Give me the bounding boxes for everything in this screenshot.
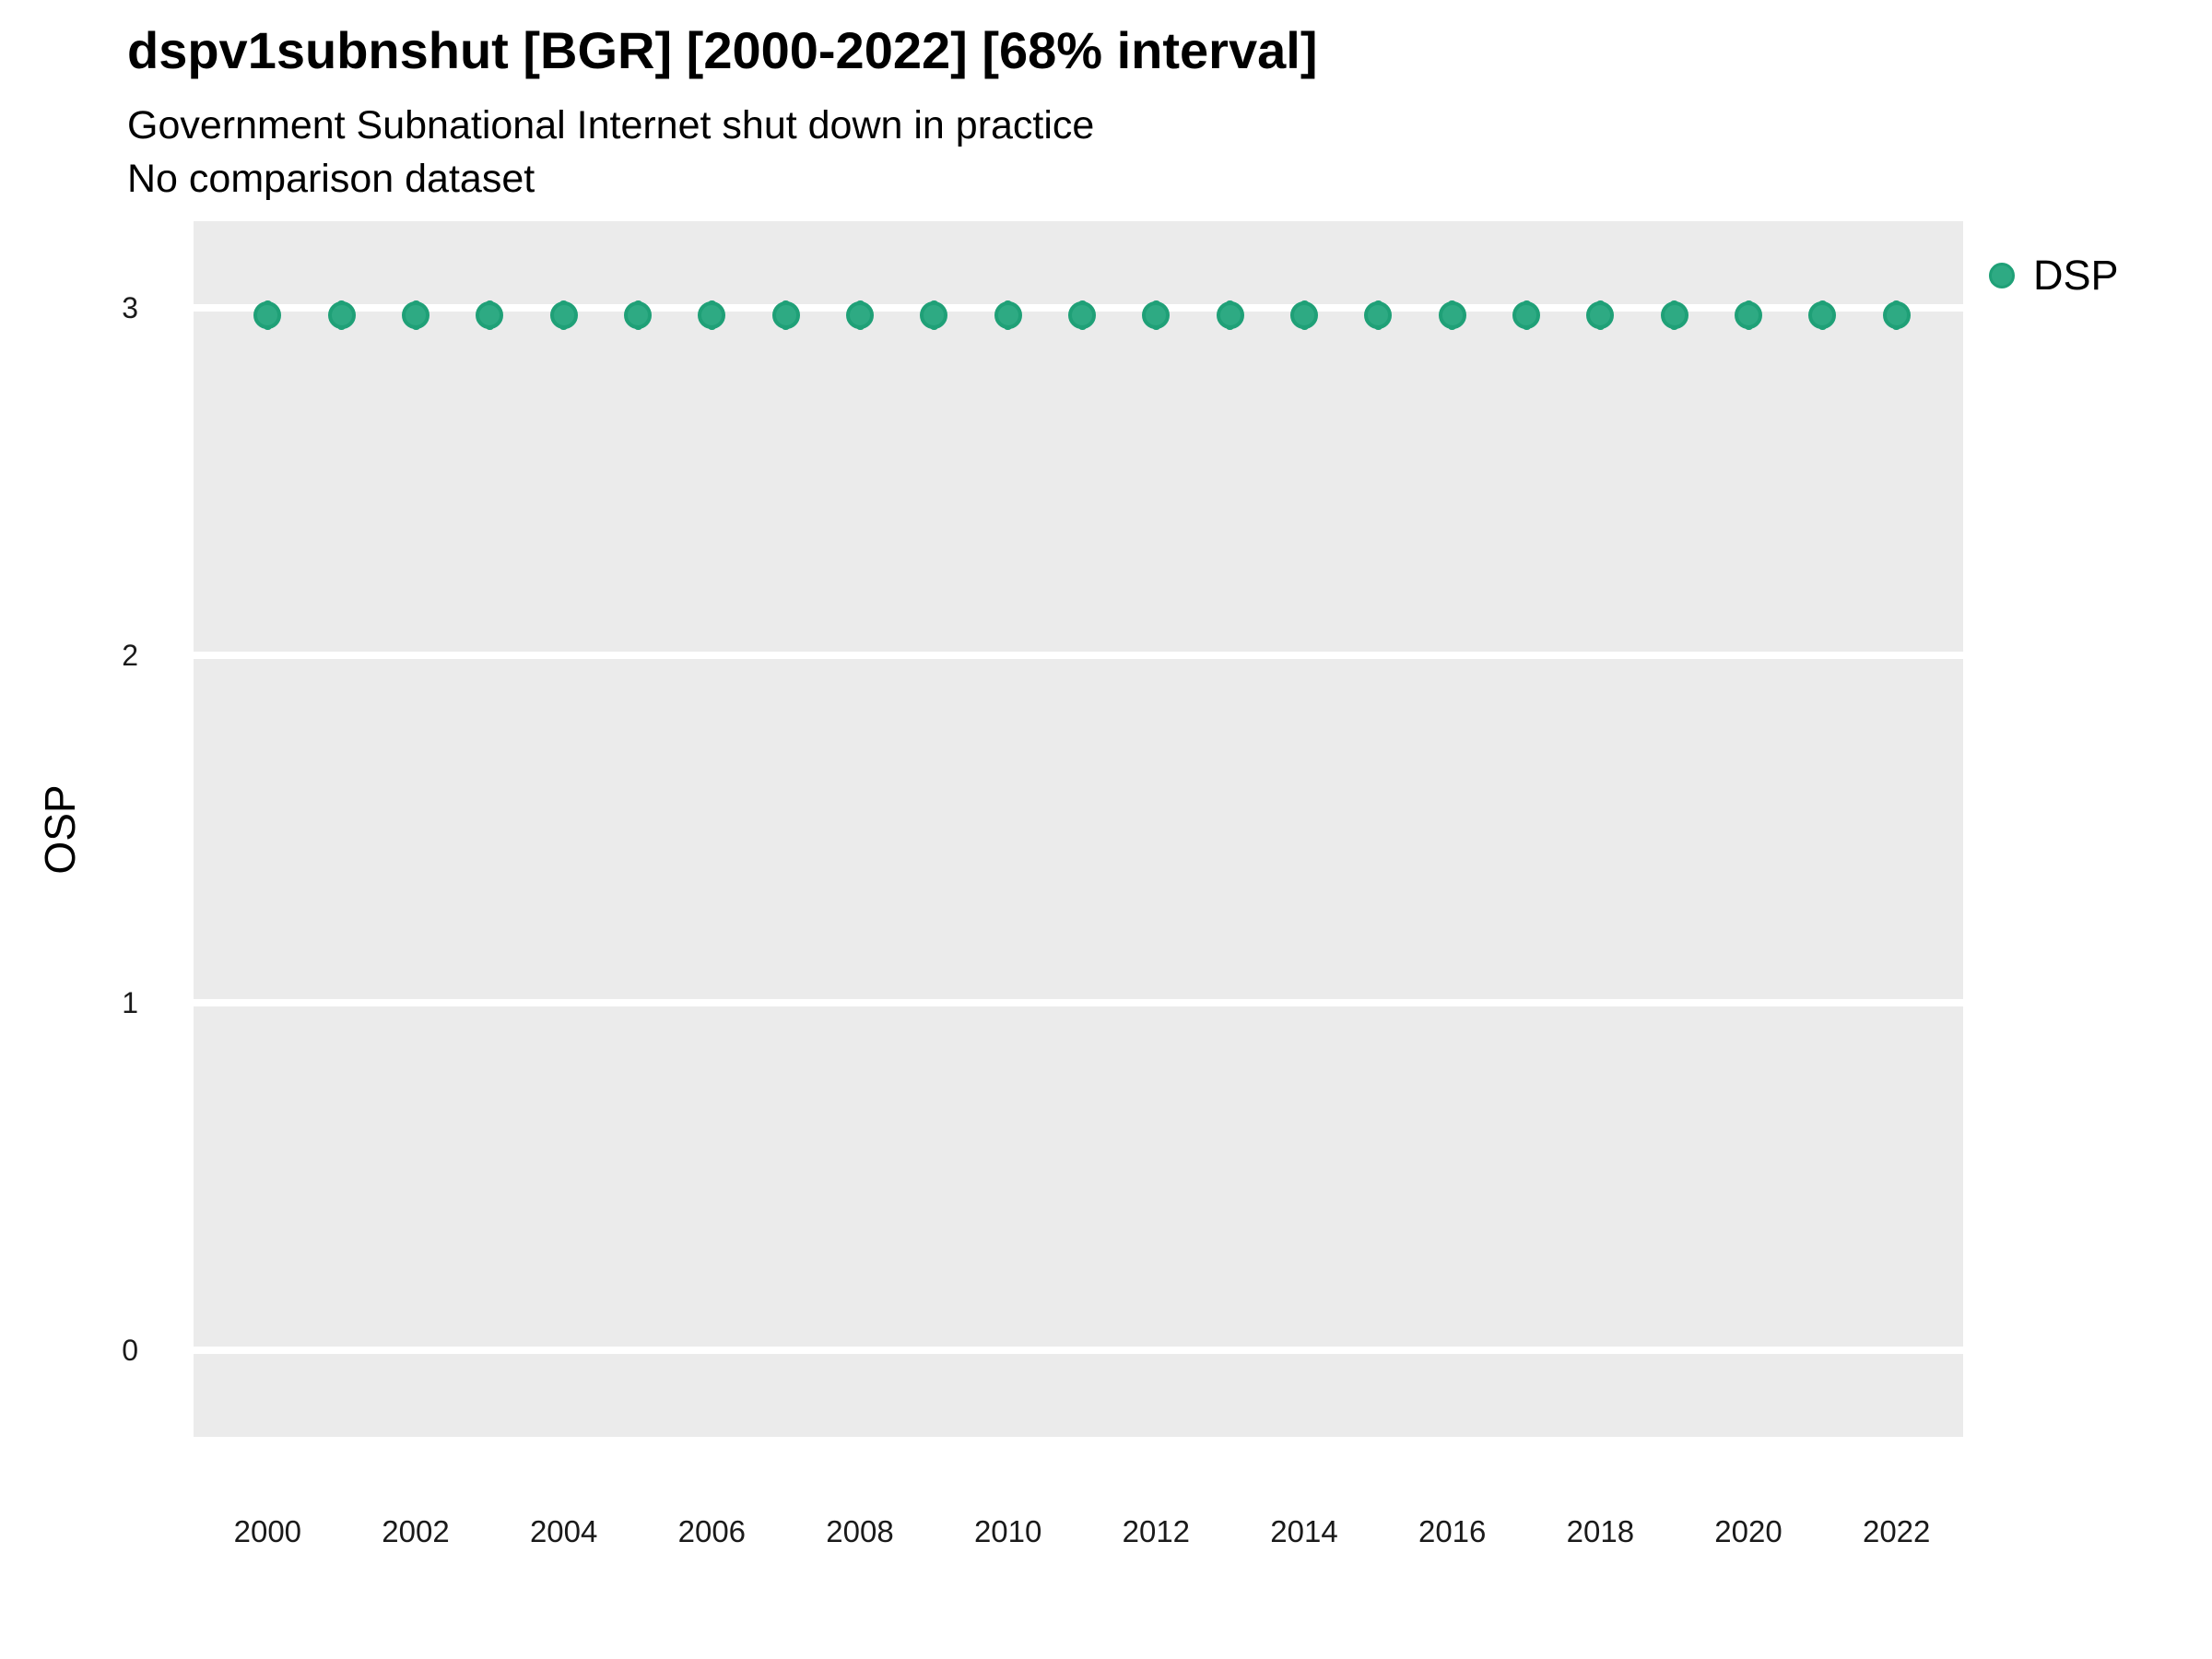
data-point	[1068, 300, 1097, 329]
x-tick-label: 2008	[826, 1514, 894, 1548]
y-tick-label: 0	[122, 1333, 138, 1367]
data-point	[1512, 300, 1541, 329]
x-tick-label: 2022	[1862, 1514, 1931, 1548]
data-point	[402, 300, 429, 329]
x-tick-label: 2000	[233, 1514, 302, 1548]
y-axis-title-text: OSP	[36, 784, 84, 875]
chart-title: dspv1subnshut [BGR] [2000-2022] [68% int…	[127, 21, 1318, 79]
legend-label: DSP	[2033, 252, 2119, 299]
x-tick-label: 2018	[1566, 1514, 1635, 1548]
x-tick-label: 2010	[973, 1514, 1042, 1548]
data-point	[1364, 300, 1393, 329]
x-tick-label: 2014	[1270, 1514, 1338, 1548]
data-point	[846, 300, 874, 329]
data-point	[253, 300, 282, 329]
data-point	[624, 300, 652, 329]
data-point	[1438, 300, 1466, 329]
data-point	[1808, 300, 1837, 329]
y-tick-label: 2	[122, 639, 138, 673]
y-tick-label: 1	[122, 985, 138, 1019]
chart-subtitle: Government Subnational Internet shut dow…	[127, 103, 1095, 147]
x-tick-label: 2006	[677, 1514, 747, 1548]
data-point	[771, 300, 800, 329]
x-tick-label: 2004	[529, 1514, 598, 1548]
comparison-note: No comparison dataset	[127, 157, 535, 201]
x-tick-label: 2002	[382, 1514, 450, 1548]
y-tick-label: 3	[122, 291, 138, 325]
data-point	[1216, 300, 1244, 329]
data-point	[1660, 300, 1688, 329]
data-point	[1290, 300, 1319, 329]
data-point	[476, 300, 504, 329]
x-tick-label: 2020	[1714, 1514, 1783, 1548]
major-gridline	[194, 652, 1963, 660]
data-point	[920, 300, 948, 329]
major-gridline	[194, 1346, 1963, 1354]
legend-point-icon	[1989, 262, 2015, 288]
x-tick-label: 2016	[1418, 1514, 1487, 1548]
legend: DSP	[1989, 254, 2119, 296]
data-point	[327, 300, 356, 329]
major-gridline	[194, 998, 1963, 1006]
data-point	[549, 300, 578, 329]
x-tick-label: 2012	[1122, 1514, 1191, 1548]
plot-panel	[194, 221, 1963, 1437]
data-point	[994, 300, 1022, 329]
data-point	[1142, 300, 1171, 329]
data-point	[1586, 300, 1615, 329]
data-point	[698, 300, 726, 329]
data-point	[1882, 300, 1911, 329]
data-point	[1735, 300, 1763, 329]
